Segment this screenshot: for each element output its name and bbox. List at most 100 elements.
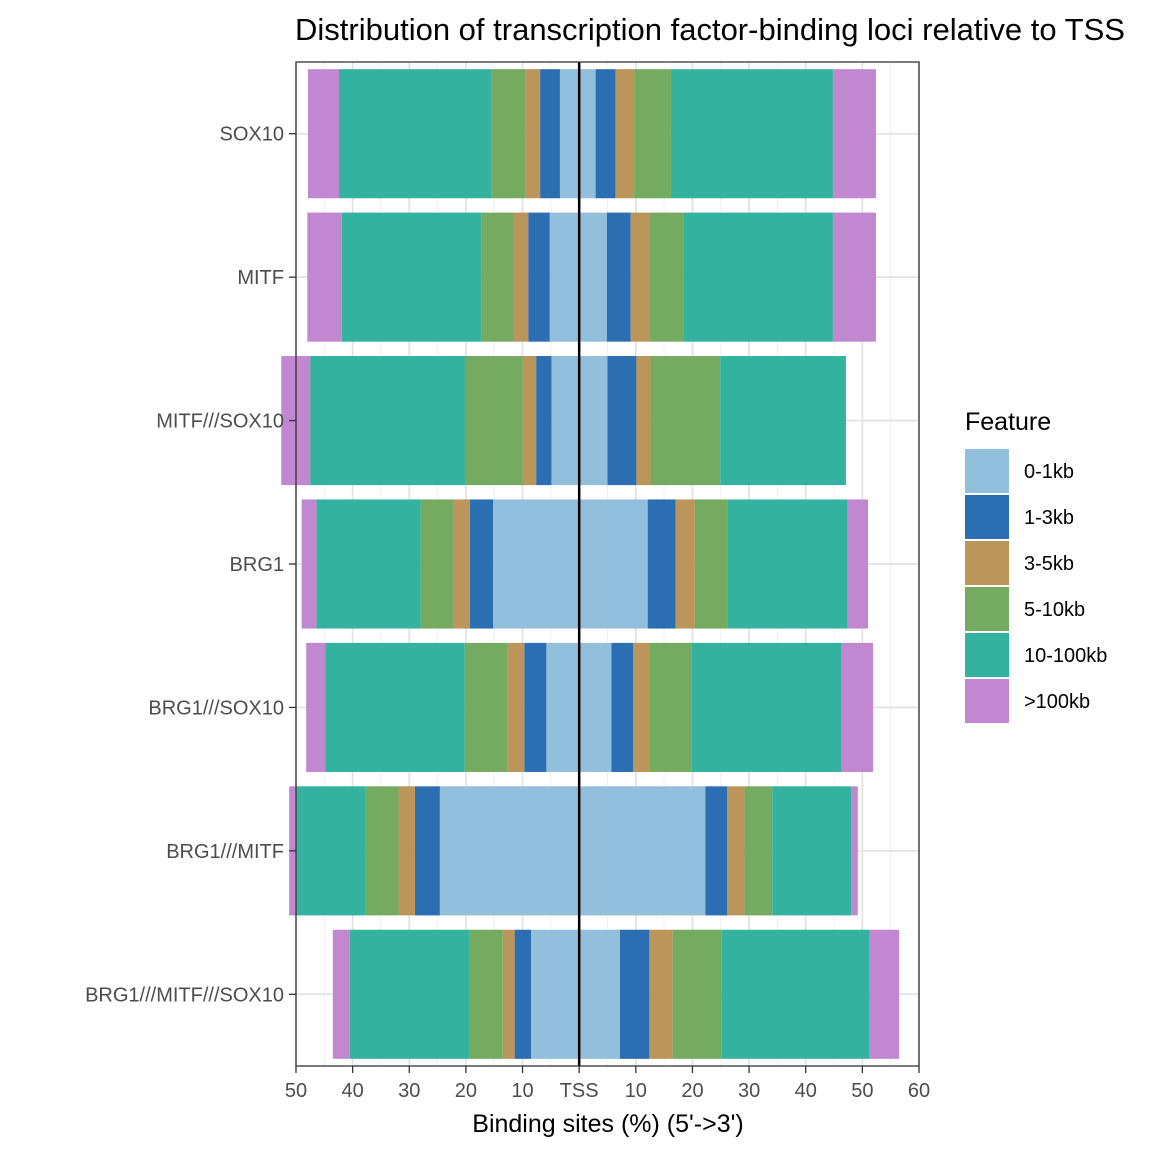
legend-label: 3-5kb (1024, 553, 1074, 575)
x-tick-label: 60 (908, 1080, 930, 1102)
legend-title: Feature (965, 408, 1051, 436)
bar-upstream (514, 929, 532, 1059)
bar-upstream (439, 786, 580, 916)
x-axis: 50 40 30 20 10 TSS 10 20 30 40 50 60 (285, 1066, 930, 1102)
x-tick-label: 30 (398, 1080, 420, 1102)
bar-downstream (595, 69, 616, 199)
bar-downstream (720, 356, 846, 486)
bar-downstream (691, 642, 842, 772)
bar-upstream (310, 356, 466, 486)
bar-downstream (869, 929, 900, 1059)
bar-downstream (683, 212, 833, 342)
y-tick-label: BRG1///MITF///SOX10 (85, 984, 284, 1006)
bar-downstream (607, 356, 637, 486)
y-tick-label: BRG1 (230, 554, 284, 576)
bar-downstream (650, 356, 721, 486)
x-tick-label: 30 (738, 1080, 760, 1102)
bar-upstream (540, 69, 560, 199)
chart-title: Distribution of transcription factor-bin… (295, 12, 1125, 47)
bar-downstream (851, 786, 858, 916)
bar-downstream (611, 642, 633, 772)
bar-downstream (649, 642, 692, 772)
x-tick-label: 50 (851, 1080, 873, 1102)
legend-key (965, 495, 1009, 539)
bar-upstream (469, 929, 503, 1059)
y-axis: SOX10 MITF MITF///SOX10 BRG1 BRG1///SOX10 BRG… (85, 124, 296, 1006)
x-tick-label: 40 (342, 1080, 364, 1102)
legend-key (965, 449, 1009, 493)
x-tick-label: 10 (625, 1080, 647, 1102)
bar-downstream (694, 499, 728, 629)
bar-upstream (316, 499, 421, 629)
bar-downstream (579, 642, 612, 772)
bar-upstream (528, 212, 550, 342)
y-tick-label: MITF///SOX10 (156, 411, 284, 433)
bar-upstream (491, 69, 526, 199)
bar-downstream (649, 929, 673, 1059)
bar-downstream (579, 499, 648, 629)
bar-downstream (579, 786, 706, 916)
bar-upstream (306, 642, 326, 772)
bar-upstream (502, 929, 515, 1059)
bar-upstream (349, 929, 470, 1059)
bar-downstream (744, 786, 773, 916)
y-tick-label: BRG1///MITF (166, 841, 284, 863)
x-tick-label: 20 (681, 1080, 703, 1102)
bar-downstream (721, 929, 870, 1059)
legend-key (965, 541, 1009, 585)
bar-downstream (579, 929, 620, 1059)
bar-downstream (636, 356, 651, 486)
bar-upstream (325, 642, 465, 772)
bar-downstream (579, 69, 596, 199)
x-tick-label: 10 (511, 1080, 533, 1102)
bar-upstream (469, 499, 494, 629)
bar-upstream (493, 499, 580, 629)
bar-upstream (507, 642, 525, 772)
x-tick-label: 20 (455, 1080, 477, 1102)
bar-upstream (549, 212, 580, 342)
bar-downstream (670, 69, 833, 199)
x-tick-label: 40 (795, 1080, 817, 1102)
legend-key (965, 633, 1009, 677)
bar-upstream (307, 69, 340, 199)
bar-upstream (339, 69, 492, 199)
bar-downstream (632, 642, 650, 772)
legend-key (965, 587, 1009, 631)
bar-upstream (559, 69, 580, 199)
bar-downstream (630, 212, 650, 342)
bar-downstream (832, 69, 876, 199)
bar-upstream (522, 356, 537, 486)
bar-upstream (551, 356, 580, 486)
bar-upstream (464, 642, 508, 772)
bars (281, 69, 900, 1059)
bar-downstream (619, 929, 650, 1059)
bar-upstream (546, 642, 580, 772)
bar-downstream (705, 786, 728, 916)
x-tick-label: 50 (285, 1080, 307, 1102)
bar-downstream (772, 786, 852, 916)
bar-upstream (307, 212, 342, 342)
bar-downstream (647, 499, 676, 629)
bar-downstream (579, 356, 608, 486)
bar-downstream (615, 69, 635, 199)
bar-upstream (332, 929, 350, 1059)
y-tick-label: BRG1///SOX10 (148, 697, 284, 719)
bar-upstream (420, 499, 454, 629)
bar-upstream (365, 786, 399, 916)
bar-downstream (727, 786, 745, 916)
bar-upstream (525, 69, 541, 199)
bar-upstream (536, 356, 552, 486)
bar-upstream (524, 642, 547, 772)
legend-key (965, 679, 1009, 723)
x-axis-title: Binding sites (%) (5'->3') (472, 1110, 743, 1138)
bar-upstream (465, 356, 523, 486)
legend-label: 0-1kb (1024, 461, 1074, 483)
bar-downstream (832, 212, 876, 342)
bar-upstream (453, 499, 470, 629)
legend-label: 10-100kb (1024, 645, 1107, 667)
legend: Feature 0-1kb 1-3kb 3-5kb 5-10kb 10-100kb >10… (965, 408, 1107, 723)
bar-downstream (634, 69, 671, 199)
bar-upstream (398, 786, 415, 916)
bar-downstream (672, 929, 722, 1059)
